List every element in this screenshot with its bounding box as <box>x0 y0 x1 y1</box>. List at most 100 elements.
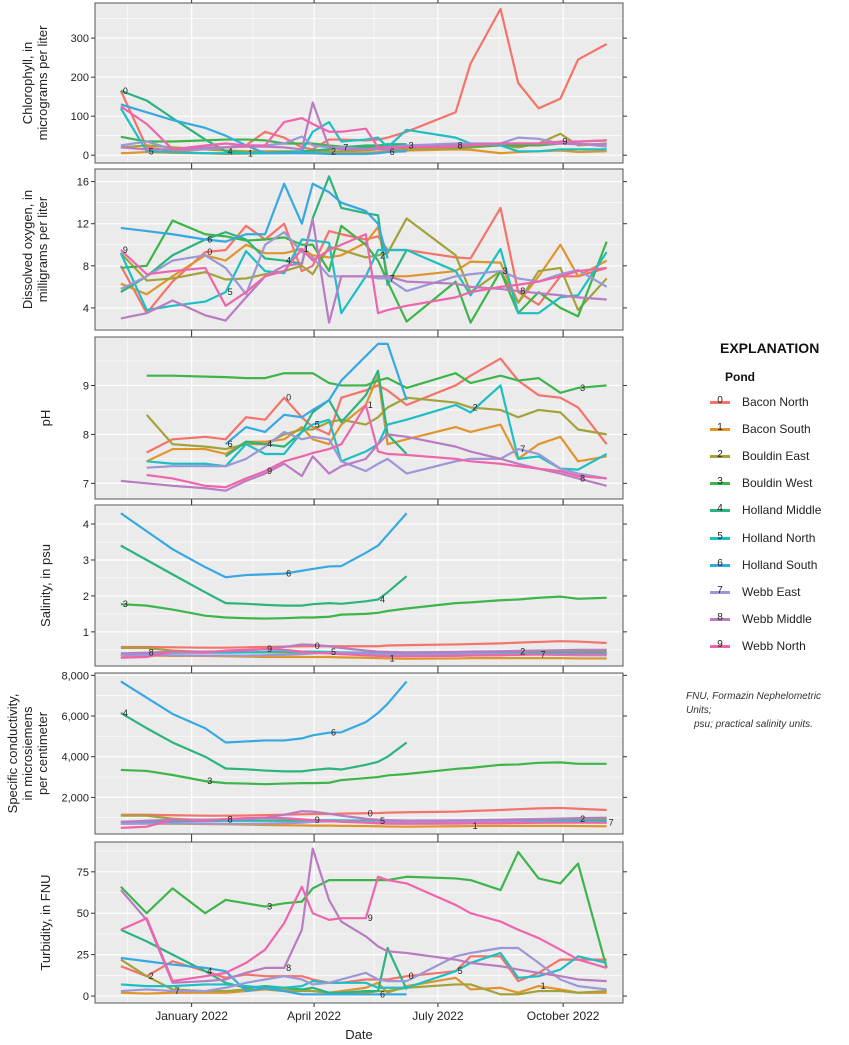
series-label: 9 <box>315 815 320 825</box>
y-axis-title: Specific conductivity, <box>5 694 20 814</box>
panel-4: 0 1 2 3 4 5 6 7 8 9 2,000 4,000 6,000 8,000 Specific c… <box>5 669 627 838</box>
plot-frame <box>94 504 624 667</box>
legend-item: 8 Webb Middle <box>700 606 849 633</box>
series-label: 6 <box>228 439 233 449</box>
series-label: 2 <box>149 971 154 981</box>
y-axis-title: Dissolved oxygen, in <box>20 190 35 309</box>
series-label: 6 <box>207 235 212 245</box>
x-axis-title: Date <box>345 1027 372 1042</box>
series-label: 4 <box>207 966 212 976</box>
series-line-webb-east <box>120 946 607 993</box>
legend-label: Holland South <box>742 557 818 572</box>
units-note-line2: psu; practical salinity units. <box>694 719 813 730</box>
legend-key: 9 <box>717 639 723 651</box>
series-label: 4 <box>267 439 272 449</box>
y-tick-label: 6,000 <box>61 711 89 723</box>
series-line-webb-north <box>120 648 607 659</box>
series-line-webb-north <box>146 403 607 489</box>
series-line-holland-north <box>120 951 607 989</box>
series-line-webb-middle <box>120 847 607 984</box>
series-label: 7 <box>343 142 348 152</box>
series-label: 0 <box>286 393 291 403</box>
y-tick-label: 2,000 <box>61 792 89 804</box>
series-label: 0 <box>368 808 373 818</box>
legend-label: Holland Middle <box>742 503 822 518</box>
series-label: 6 <box>286 569 291 579</box>
legend-swatch: 1 <box>710 422 730 434</box>
series-label: 3 <box>409 140 414 150</box>
series-label: 1 <box>473 821 478 831</box>
y-tick-label: 300 <box>71 33 89 45</box>
y-tick-label: 100 <box>71 111 89 123</box>
y-tick-label: 7 <box>83 478 89 490</box>
series-line-bouldin-west <box>120 761 607 786</box>
series-label: 5 <box>458 966 463 976</box>
series-label: 4 <box>286 256 291 266</box>
panel-3: 0 1 2 3 4 5 6 7 8 9 1 2 3 4 Salinity, in psu <box>38 501 627 670</box>
legend-item: 3 Bouldin West <box>700 470 849 497</box>
legend-label: Holland North <box>742 530 816 545</box>
series-line-holland-middle <box>120 712 408 773</box>
y-axis-title: pH <box>38 410 53 427</box>
series-line-holland-south <box>120 103 407 156</box>
y-tick-label: 2 <box>83 591 89 603</box>
series-label: 4 <box>123 708 128 718</box>
series-line-bacon-north <box>120 806 607 817</box>
series-line-webb-north <box>120 105 607 151</box>
series-label: 6 <box>390 147 395 157</box>
series-label: 5 <box>380 816 385 826</box>
series-line-bouldin-west <box>146 372 607 394</box>
series-label: 2 <box>380 250 385 260</box>
panel-0: 0 1 2 3 4 5 6 7 8 9 0 100 200 300 Chlorophyll, in micro… <box>20 0 627 167</box>
series-label: 4 <box>228 146 233 156</box>
series-label: 0 <box>123 86 128 96</box>
y-tick-label: 75 <box>77 867 89 879</box>
series-label: 2 <box>580 814 585 824</box>
series-label: 3 <box>503 266 508 276</box>
plot-frame <box>94 2 624 164</box>
legend-key: 2 <box>717 448 723 460</box>
legend-swatch: 0 <box>710 394 730 407</box>
x-tick-label: January 2022 <box>155 1009 228 1023</box>
legend-label: Webb Middle <box>742 612 812 627</box>
series-line-holland-middle <box>120 544 408 607</box>
y-tick-label: 0 <box>83 991 89 1003</box>
series-line-bouldin-east <box>120 217 608 312</box>
y-axis-title: micrograms per liter <box>35 25 50 141</box>
series-label: 1 <box>304 244 309 254</box>
legend-key: 3 <box>717 476 723 488</box>
y-tick-label: 16 <box>77 177 89 189</box>
series-line-webb-middle <box>120 218 607 324</box>
legend: EXPLANATION Pond 0 Bacon North 1 Bacon Sout… <box>700 340 849 660</box>
series-label: 3 <box>123 599 128 609</box>
series-label: 8 <box>580 473 585 483</box>
series-label: 9 <box>267 644 272 654</box>
series-line-holland-middle <box>120 175 408 294</box>
series-label: 0 <box>315 641 320 651</box>
series-label: 2 <box>331 146 336 156</box>
series-line-bouldin-west <box>120 219 608 324</box>
series-label: 1 <box>541 981 546 991</box>
legend-key: 0 <box>717 394 723 406</box>
series-label: 5 <box>315 420 320 430</box>
series-label: 6 <box>380 989 385 999</box>
x-tick-label: October 2022 <box>527 1009 600 1023</box>
y-tick-label: 200 <box>71 72 89 84</box>
series-label: 4 <box>380 595 385 605</box>
series-label: 5 <box>149 146 154 156</box>
series-label: 8 <box>458 140 463 150</box>
series-label: 5 <box>228 287 233 297</box>
legend-item: 7 Webb East <box>700 578 849 605</box>
series-line-bouldin-west <box>120 595 607 620</box>
plot-background <box>95 673 623 834</box>
legend-swatch: 7 <box>710 585 730 597</box>
y-axis-title: in microsiemens <box>20 706 35 800</box>
series-label: 8 <box>228 814 233 824</box>
series-label: 1 <box>390 653 395 663</box>
series-line-webb-north <box>120 233 607 315</box>
legend-item: 1 Bacon South <box>700 415 849 442</box>
legend-title: EXPLANATION <box>720 340 820 356</box>
legend-key: 5 <box>717 530 723 542</box>
plot-frame <box>94 841 624 1004</box>
legend-item: 2 Bouldin East <box>700 442 849 469</box>
